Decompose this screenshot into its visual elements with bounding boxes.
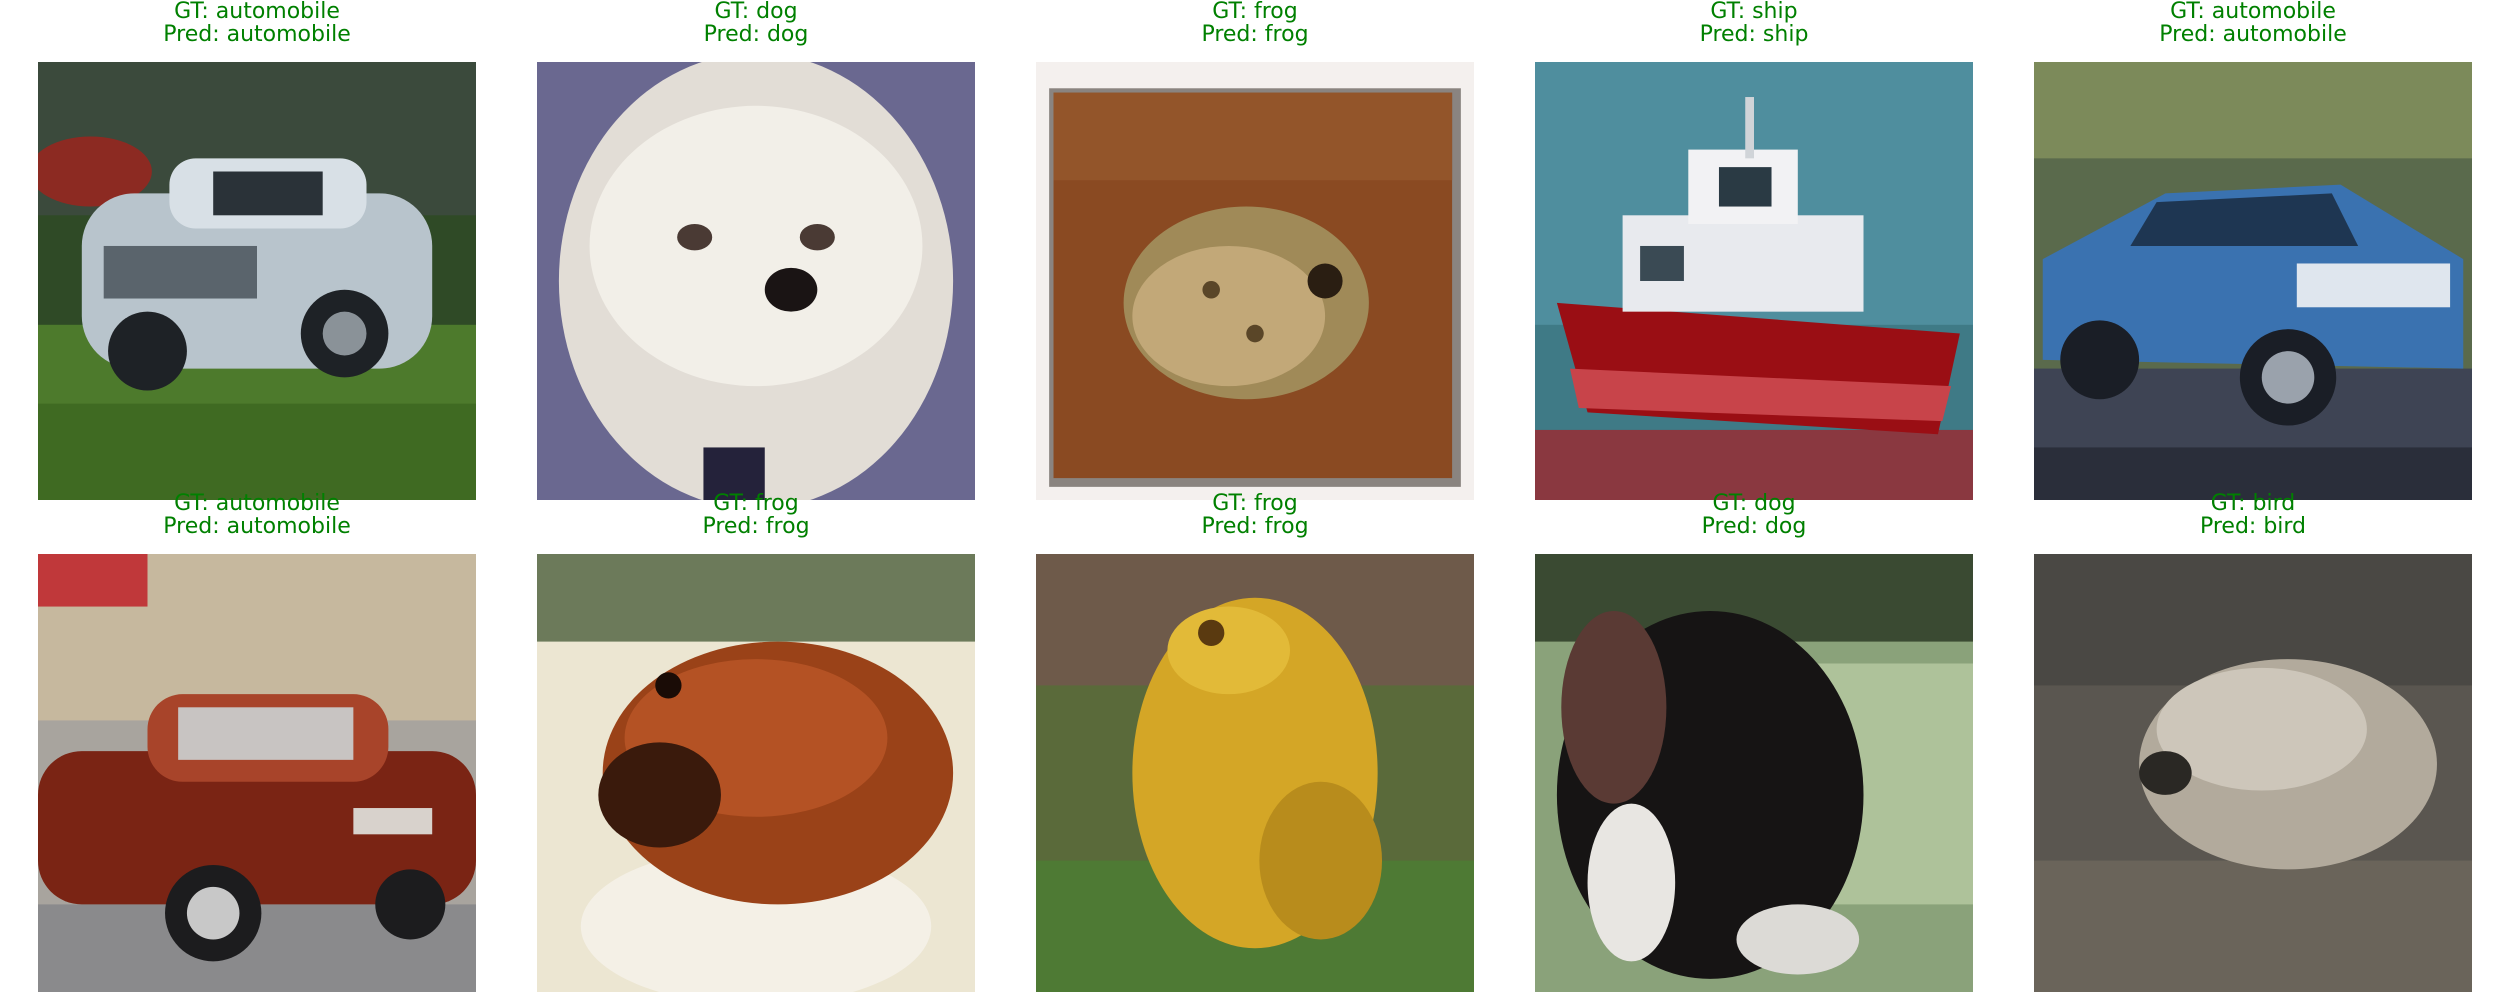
ground-truth-label: GT: automobile <box>2170 0 2336 24</box>
sample-image <box>537 62 975 500</box>
prediction-label: Pred: ship <box>1699 22 1809 47</box>
sample-caption: GT: frog Pred: frog <box>1036 0 1474 60</box>
prediction-label: Pred: automobile <box>163 22 351 47</box>
sample-card: GT: frog Pred: frog <box>1036 492 1474 992</box>
prediction-label: Pred: automobile <box>163 514 351 539</box>
sample-image <box>1535 62 1973 500</box>
prediction-label: Pred: dog <box>703 22 809 47</box>
sample-card: GT: ship Pred: ship <box>1535 0 1973 500</box>
ground-truth-label: GT: frog <box>713 491 799 516</box>
sample-caption: GT: frog Pred: frog <box>1036 492 1474 552</box>
sample-card: GT: dog Pred: dog <box>537 0 975 500</box>
sample-card: GT: dog Pred: dog <box>1535 492 1973 992</box>
ground-truth-label: GT: frog <box>1212 0 1298 24</box>
sample-image <box>38 62 476 500</box>
ground-truth-label: GT: bird <box>2210 491 2296 516</box>
ground-truth-label: GT: dog <box>714 0 798 24</box>
sample-card: GT: frog Pred: frog <box>1036 0 1474 500</box>
sample-caption: GT: bird Pred: bird <box>2034 492 2472 552</box>
sample-caption: GT: automobile Pred: automobile <box>2034 0 2472 60</box>
sample-card: GT: bird Pred: bird <box>2034 492 2472 992</box>
prediction-label: Pred: frog <box>702 514 810 539</box>
sample-caption: GT: ship Pred: ship <box>1535 0 1973 60</box>
sample-card: GT: automobile Pred: automobile <box>38 492 476 992</box>
ground-truth-label: GT: frog <box>1212 491 1298 516</box>
sample-card: GT: automobile Pred: automobile <box>2034 0 2472 500</box>
sample-caption: GT: dog Pred: dog <box>537 0 975 60</box>
sample-image <box>2034 554 2472 992</box>
sample-card: GT: frog Pred: frog <box>537 492 975 992</box>
prediction-label: Pred: automobile <box>2159 22 2347 47</box>
ground-truth-label: GT: automobile <box>174 491 340 516</box>
prediction-label: Pred: dog <box>1701 514 1807 539</box>
sample-caption: GT: dog Pred: dog <box>1535 492 1973 552</box>
sample-image <box>38 554 476 992</box>
ground-truth-label: GT: ship <box>1710 0 1798 24</box>
prediction-label: Pred: frog <box>1201 22 1309 47</box>
ground-truth-label: GT: dog <box>1712 491 1796 516</box>
prediction-label: Pred: frog <box>1201 514 1309 539</box>
sample-card: GT: automobile Pred: automobile <box>38 0 476 500</box>
ground-truth-label: GT: automobile <box>174 0 340 24</box>
sample-caption: GT: automobile Pred: automobile <box>38 492 476 552</box>
sample-image <box>2034 62 2472 500</box>
prediction-label: Pred: bird <box>2199 514 2307 539</box>
sample-image <box>1535 554 1973 992</box>
sample-image <box>1036 554 1474 992</box>
sample-image <box>1036 62 1474 500</box>
sample-caption: GT: frog Pred: frog <box>537 492 975 552</box>
sample-caption: GT: automobile Pred: automobile <box>38 0 476 60</box>
sample-image <box>537 554 975 992</box>
